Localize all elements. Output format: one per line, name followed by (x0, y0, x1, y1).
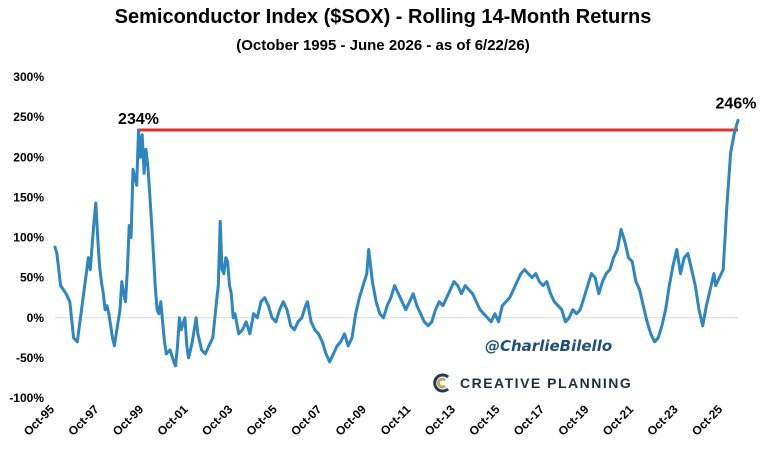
x-tick-label: Oct-09 (333, 402, 370, 439)
x-tick-label: Oct-11 (378, 402, 414, 438)
twitter-handle: @CharlieBilello (485, 337, 613, 355)
reference-label: 234% (118, 111, 159, 128)
y-tick-label: 300% (13, 70, 44, 84)
end-value-label: 246% (716, 95, 757, 112)
y-tick-label: 200% (13, 150, 44, 164)
chart-subtitle: (October 1995 - June 2026 - as of 6/22/2… (236, 37, 530, 54)
x-tick-label: Oct-05 (244, 402, 281, 439)
x-tick-label: Oct-97 (65, 402, 102, 439)
chart-title: Semiconductor Index ($SOX) - Rolling 14-… (114, 6, 652, 28)
brand-watermark: CREATIVE PLANNING (432, 372, 632, 394)
x-tick-label: Oct-01 (154, 402, 191, 439)
creative-planning-logo-icon (433, 373, 449, 393)
x-tick-label: Oct-15 (466, 402, 503, 439)
y-tick-label: 100% (13, 231, 44, 245)
y-axis: -100% -50% 0% 50% 100% 150% 200% 250% 300% (9, 70, 44, 405)
y-tick-label: 0% (27, 311, 45, 325)
brand-name: CREATIVE PLANNING (460, 375, 633, 391)
x-tick-label: Oct-07 (288, 402, 325, 439)
y-tick-label: 250% (13, 110, 44, 124)
x-tick-label: Oct-25 (689, 402, 726, 439)
x-tick-label: Oct-21 (600, 402, 637, 439)
y-tick-label: -100% (9, 391, 44, 405)
x-tick-label: Oct-17 (511, 402, 548, 439)
x-axis: Oct-95 Oct-97 Oct-99 Oct-01 Oct-03 Oct-05 Oct-… (21, 402, 726, 439)
x-tick-label: Oct-95 (21, 402, 58, 439)
x-tick-label: Oct-99 (110, 402, 147, 439)
x-tick-label: Oct-13 (422, 402, 459, 439)
x-tick-label: Oct-19 (555, 402, 592, 439)
y-tick-label: -50% (16, 351, 44, 365)
y-tick-label: 150% (13, 190, 44, 204)
x-tick-label: Oct-03 (199, 402, 236, 439)
y-tick-label: 50% (20, 271, 44, 285)
x-tick-label: Oct-23 (644, 402, 681, 439)
series-line (53, 118, 740, 368)
